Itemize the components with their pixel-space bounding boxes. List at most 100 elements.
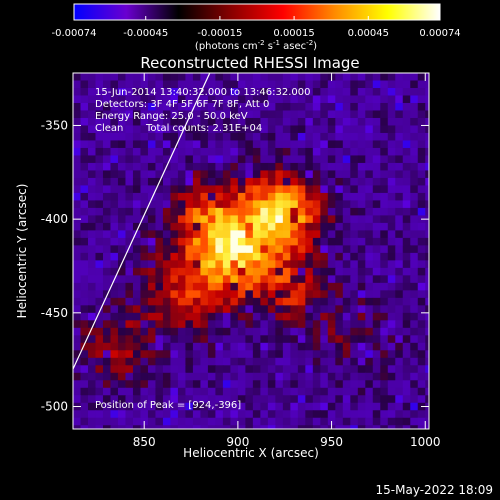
heatmap-cell (342, 410, 351, 419)
heatmap-cell (267, 147, 276, 157)
heatmap-cell (425, 230, 429, 239)
heatmap-cell (267, 87, 276, 97)
heatmap-cell (245, 237, 254, 246)
heatmap-cell (140, 305, 149, 314)
heatmap-cell (170, 80, 179, 89)
heatmap-cell (117, 192, 127, 202)
heatmap-cell (177, 170, 187, 179)
heatmap-cell (275, 222, 284, 231)
heatmap-cell (170, 357, 179, 366)
heatmap-cell (335, 177, 344, 187)
heatmap-cell (380, 290, 389, 299)
heatmap-cell (365, 95, 374, 104)
heatmap-cell (365, 125, 374, 134)
heatmap-cell (207, 73, 216, 82)
heatmap-cell (402, 297, 411, 306)
heatmap-cell (110, 425, 119, 429)
heatmap-cell (222, 290, 231, 299)
heatmap-cell (327, 155, 336, 164)
heatmap-cell (417, 320, 426, 329)
heatmap-cell (132, 222, 142, 231)
heatmap-cell (410, 365, 419, 374)
heatmap-cell (245, 170, 254, 179)
heatmap-cell (87, 312, 97, 321)
heatmap-cell (185, 237, 194, 246)
heatmap-cell (132, 417, 142, 426)
heatmap-cell (425, 387, 429, 396)
heatmap-cell (335, 102, 344, 112)
heatmap-cell (102, 125, 112, 134)
heatmap-cell (185, 222, 194, 231)
heatmap-cell (185, 305, 194, 314)
heatmap-cell (297, 365, 306, 374)
heatmap-cell (417, 282, 426, 291)
heatmap-cell (177, 357, 187, 366)
heatmap-cell (252, 380, 261, 389)
heatmap-cell (245, 162, 254, 172)
heatmap-cell (380, 350, 389, 359)
heatmap-cell (155, 372, 164, 381)
heatmap-cell (110, 267, 119, 276)
heatmap-cell (327, 260, 336, 269)
heatmap-cell (132, 335, 142, 344)
heatmap-cell (387, 73, 396, 82)
heatmap-cell (342, 73, 351, 82)
heatmap-cell (410, 395, 419, 404)
heatmap-cell (275, 335, 284, 344)
heatmap-cell (200, 230, 209, 239)
heatmap-cell (335, 335, 344, 344)
heatmap-cell (207, 395, 216, 404)
heatmap-cell (80, 402, 89, 411)
heatmap-cell (200, 170, 209, 179)
heatmap-cell (207, 267, 216, 276)
heatmap-cell (372, 252, 381, 261)
heatmap-cell (170, 237, 179, 246)
heatmap-cell (282, 207, 291, 216)
heatmap-cell (297, 237, 306, 246)
heatmap-cell (125, 320, 134, 329)
heatmap-cell (312, 417, 321, 426)
heatmap-cell (170, 117, 179, 127)
heatmap-cell (342, 372, 351, 381)
heatmap-cell (282, 372, 291, 381)
heatmap-cell (395, 282, 404, 291)
heatmap-cell (102, 237, 112, 246)
heatmap-cell (110, 110, 119, 119)
heatmap-cell (380, 230, 389, 239)
heatmap-cell (282, 327, 291, 336)
heatmap-cell (380, 320, 389, 329)
heatmap-cell (102, 365, 112, 374)
heatmap-cell (170, 335, 179, 344)
heatmap-cell (132, 117, 142, 127)
heatmap-cell (320, 132, 329, 142)
heatmap-cell (387, 87, 396, 97)
heatmap-cell (155, 162, 164, 172)
heatmap-cell (170, 402, 179, 411)
heatmap-cell (237, 387, 246, 396)
heatmap-cell (155, 185, 164, 194)
heatmap-cell (162, 282, 172, 291)
heatmap-cell (73, 162, 82, 172)
heatmap-cell (372, 290, 381, 299)
heatmap-cell (155, 87, 164, 97)
heatmap-cell (222, 402, 231, 411)
heatmap-cell (365, 117, 374, 127)
heatmap-cell (215, 207, 224, 216)
heatmap-cell (327, 282, 336, 291)
heatmap-cell (185, 73, 194, 82)
heatmap-cell (425, 207, 429, 216)
heatmap-cell (365, 402, 374, 411)
heatmap-cell (365, 132, 374, 142)
heatmap-cell (125, 282, 134, 291)
heatmap-cell (230, 267, 239, 276)
heatmap-cell (425, 162, 429, 172)
heatmap-cell (365, 207, 374, 216)
heatmap-cell (73, 170, 82, 179)
heatmap-cell (267, 200, 276, 209)
heatmap-cell (387, 342, 396, 351)
heatmap-cell (245, 365, 254, 374)
heatmap-cell (260, 305, 269, 314)
heatmap-cell (365, 372, 374, 381)
y-axis-label: Heliocentric Y (arcsec) (15, 184, 29, 319)
heatmap-cell (125, 155, 134, 164)
